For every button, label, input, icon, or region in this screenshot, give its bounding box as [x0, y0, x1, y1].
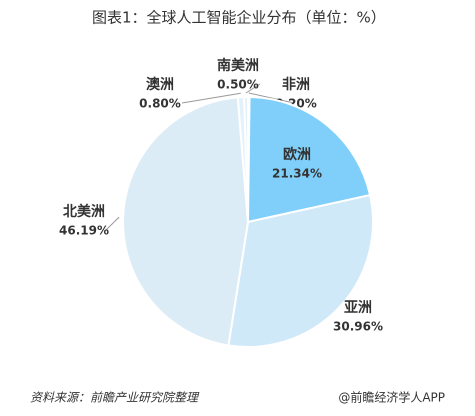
- slice-label: 澳洲: [146, 76, 174, 93]
- slice-value: 21.34%: [272, 167, 322, 181]
- pie-slice: [243, 95, 249, 223]
- pie-slice: [227, 193, 374, 348]
- leader-line: [248, 92, 295, 104]
- slice-value: 0.50%: [217, 78, 259, 92]
- slice-value: 46.19%: [59, 224, 109, 238]
- pie-slice: [246, 95, 372, 224]
- slice-label: 欧洲: [283, 146, 311, 163]
- source: 资料来源：前瞻产业研究院整理: [30, 391, 200, 405]
- slice-value: 30.96%: [333, 320, 383, 334]
- chart-title: 图表1：全球人工智能企业分布（单位：%）: [92, 9, 386, 27]
- leader-line: [105, 216, 120, 231]
- slice-label: 南美洲: [217, 57, 259, 74]
- slice-value: 0.80%: [139, 97, 181, 111]
- slice-label: 亚洲: [344, 300, 372, 316]
- footer: @前瞻经济学人APP: [338, 390, 445, 405]
- pie-slice: [121, 96, 250, 347]
- leader-line: [181, 92, 241, 104]
- slice-label: 北美洲: [63, 203, 105, 220]
- slice-label: 非洲: [282, 76, 310, 93]
- leader-line: [245, 83, 261, 94]
